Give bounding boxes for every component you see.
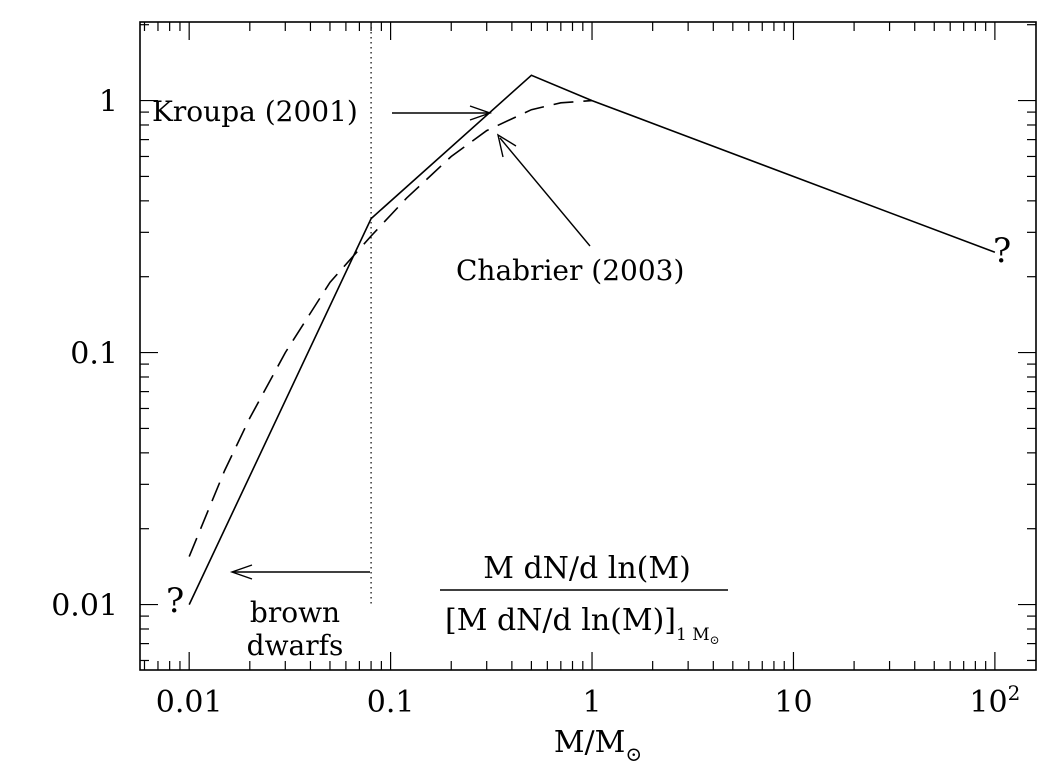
brown-dwarfs-label-line1: brown	[250, 596, 340, 629]
series-chabrier-line	[188, 99, 593, 557]
question-mark-low: ?	[166, 581, 184, 621]
plot-frame	[139, 21, 1037, 671]
major-ticks	[140, 22, 1036, 670]
brown-dwarfs-label-line2: dwarfs	[247, 629, 344, 662]
x-tick-label: 1	[582, 685, 601, 720]
y-tick-label: 1	[99, 85, 118, 120]
chabrier-label: Chabrier (2003)	[456, 254, 684, 287]
chabrier-arrow	[496, 133, 591, 247]
series-kroupa-line	[188, 74, 996, 605]
kroupa-label: Kroupa (2001)	[152, 95, 358, 128]
kroupa-arrow	[392, 105, 493, 121]
x-tick-label: 102	[969, 681, 1020, 720]
y-tick-labels: 0.01 0.1 1	[51, 85, 118, 624]
x-tick-labels: 0.01 0.1 1 10 102	[156, 681, 1021, 720]
brown-dwarfs-arrow	[229, 564, 370, 580]
ratio-denominator: [M dN/d ln(M)]1 M⊙	[445, 603, 720, 647]
x-axis-label: M/M⊙	[554, 725, 642, 766]
x-tick-label: 0.1	[367, 685, 415, 720]
x-tick-label: 0.01	[156, 685, 223, 720]
x-tick-label: 10	[774, 685, 812, 720]
minor-ticks	[140, 22, 1036, 670]
y-tick-label: 0.01	[51, 589, 118, 624]
ratio-numerator: M dN/d ln(M)	[483, 551, 691, 586]
question-mark-high: ?	[993, 231, 1011, 271]
y-tick-label: 0.1	[70, 337, 118, 372]
